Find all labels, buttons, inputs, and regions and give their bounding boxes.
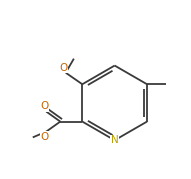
Text: O: O bbox=[40, 101, 48, 111]
Text: O: O bbox=[40, 132, 48, 142]
Text: N: N bbox=[111, 135, 119, 145]
Text: O: O bbox=[60, 63, 68, 73]
